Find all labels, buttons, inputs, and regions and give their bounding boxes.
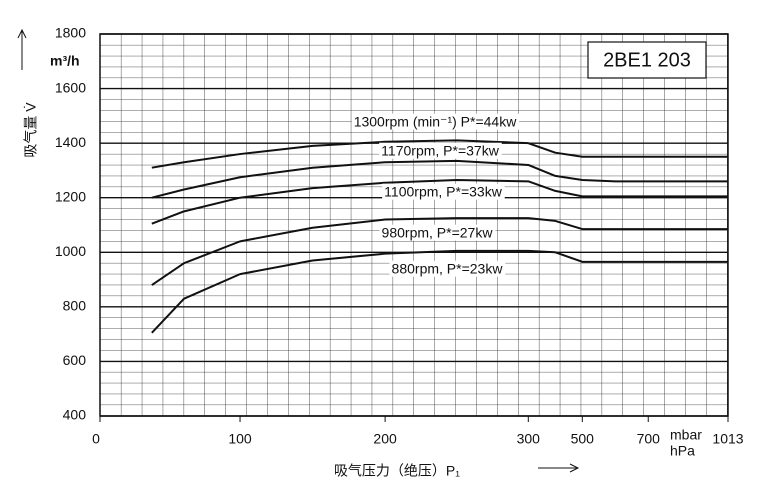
series-label: 1170rpm, P*=37kw bbox=[381, 143, 500, 159]
chart-title: 2BE1 203 bbox=[603, 49, 691, 71]
series-line bbox=[151, 159, 728, 199]
series-label-bg bbox=[379, 224, 496, 241]
x-tick-label: 500 bbox=[571, 431, 595, 447]
series-label: 980rpm, P*=27kw bbox=[382, 225, 494, 241]
y-arrow bbox=[17, 28, 27, 70]
y-unit: m³/h bbox=[50, 53, 80, 69]
y-tick-label: 400 bbox=[63, 407, 87, 423]
series-label-bg bbox=[389, 260, 506, 277]
series-label-bg bbox=[382, 183, 505, 200]
x-tick-label: 1013 bbox=[712, 431, 743, 447]
x-tick-label: 700 bbox=[637, 431, 661, 447]
y-axis-label: 吸气量 V̇ bbox=[23, 102, 39, 158]
x-tick-label: 0 bbox=[92, 431, 100, 447]
x-tick-label: 200 bbox=[373, 431, 397, 447]
series-line bbox=[151, 249, 728, 334]
series-line bbox=[151, 178, 728, 225]
x-tick-label: 300 bbox=[517, 431, 541, 447]
y-tick-label: 600 bbox=[63, 352, 87, 368]
y-tick-label: 1000 bbox=[55, 243, 86, 259]
series-label-bg bbox=[379, 142, 502, 159]
series-line bbox=[151, 217, 728, 286]
series-label: 1100rpm, P*=33kw bbox=[384, 184, 503, 200]
series-label-bg bbox=[351, 113, 520, 130]
x-unit-alt: hPa bbox=[670, 443, 695, 459]
y-tick-label: 800 bbox=[63, 298, 87, 314]
x-arrow bbox=[538, 463, 580, 473]
x-unit: mbar bbox=[670, 427, 702, 443]
y-tick-label: 1800 bbox=[55, 25, 86, 41]
y-tick-label: 1200 bbox=[55, 188, 86, 204]
title-box bbox=[587, 41, 707, 79]
series-label: 880rpm, P*=23kw bbox=[392, 261, 504, 277]
series-line bbox=[151, 139, 728, 169]
x-tick-label: 100 bbox=[228, 431, 252, 447]
x-axis-label: 吸气压力（绝压）P₁ bbox=[334, 463, 460, 479]
y-tick-label: 1400 bbox=[55, 134, 86, 150]
series-label: 1300rpm (min⁻¹) P*=44kw bbox=[354, 114, 518, 130]
y-tick-label: 1600 bbox=[55, 79, 86, 95]
